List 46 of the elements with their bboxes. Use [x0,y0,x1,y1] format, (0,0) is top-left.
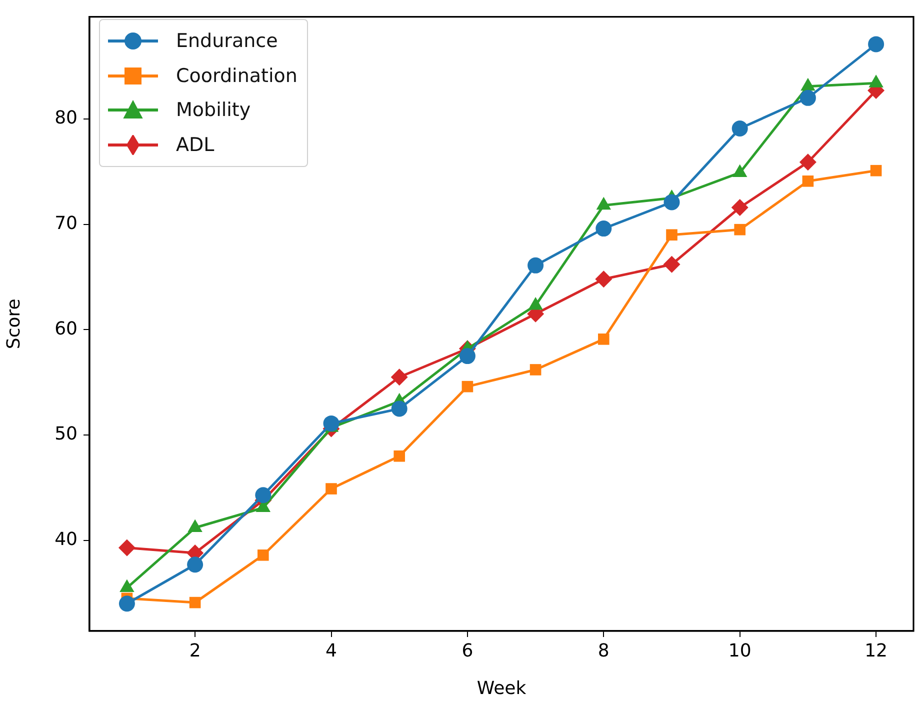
y-tick-label: 50 [54,424,78,445]
point [528,257,544,274]
x-tick-label: 12 [864,640,888,662]
legend-label: Endurance [176,30,278,52]
y-tick-label: 40 [54,529,78,550]
legend-label: ADL [176,134,214,156]
point [596,220,612,237]
legend-label: Coordination [176,64,298,87]
x-axis-title: Week [476,678,527,699]
point [664,194,680,210]
point [530,364,542,376]
point [394,450,406,462]
y-tick-label: 80 [54,108,78,129]
point [326,483,337,494]
point [118,596,135,612]
x-tick-label: 8 [598,640,610,662]
point [802,175,814,187]
point [255,487,272,504]
point [799,154,816,171]
point [734,224,746,236]
point [391,400,408,417]
point [666,229,678,241]
point [732,120,748,136]
point [800,90,816,106]
point [189,596,201,608]
point [663,256,680,273]
point [462,380,474,392]
point [323,415,340,432]
x-tick-label: 6 [462,640,474,662]
y-axis-title: Score [3,298,24,350]
point [868,36,884,52]
point [870,164,882,176]
point [187,556,204,573]
point [390,368,408,386]
y-tick-label: 60 [54,318,78,340]
point [459,348,476,364]
point [595,270,612,288]
point [118,539,136,556]
x-tick-label: 10 [728,640,752,662]
point [257,549,269,561]
point [731,198,748,216]
point [598,334,610,345]
x-tick-label: 2 [189,640,201,662]
x-tick-label: 4 [326,640,337,662]
y-tick-label: 70 [54,213,78,234]
legend-label: Mobility [176,99,251,122]
